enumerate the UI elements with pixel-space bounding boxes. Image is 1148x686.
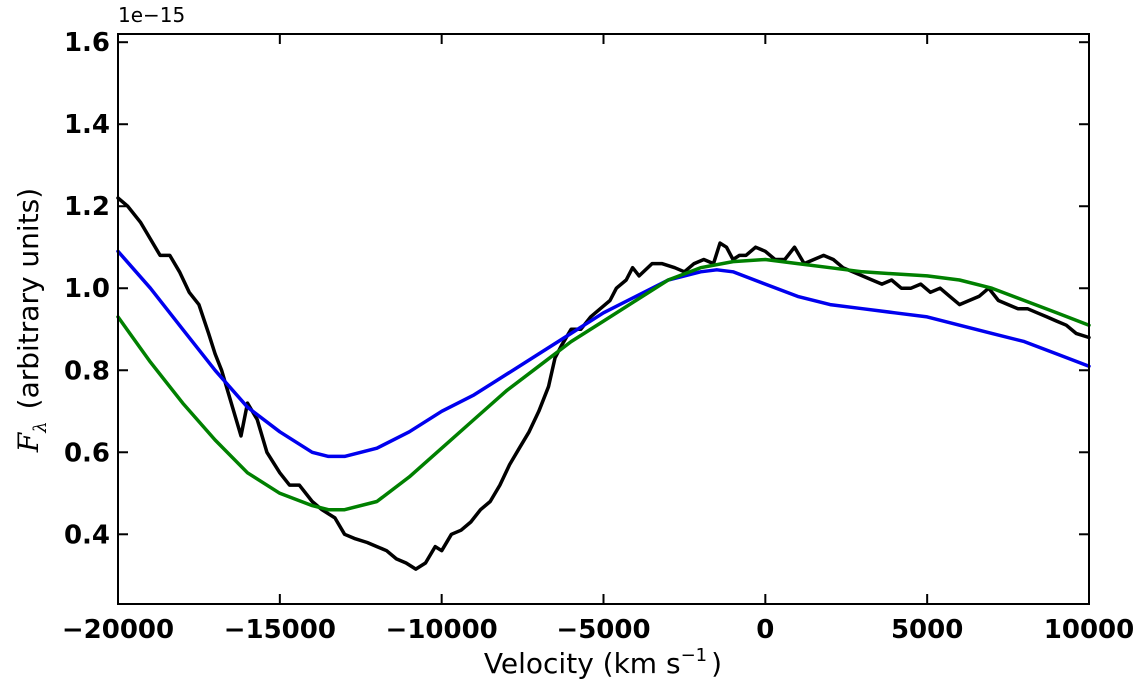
- series-line-1: [116, 196, 1091, 571]
- x-axis-label-close: ): [711, 647, 722, 680]
- y-axis-label-subscript: λ: [30, 421, 51, 433]
- y-axis-label-text: (arbitrary units): [12, 188, 45, 410]
- x-axis-label: Velocity (km s−1): [484, 645, 722, 680]
- x-axis-label-text: Velocity (km s: [484, 647, 681, 680]
- y-tick-label: 1.4: [64, 110, 110, 140]
- x-tick-label: −20000: [62, 615, 174, 645]
- series-line-2: [116, 249, 1091, 459]
- plot-frame: [117, 33, 1090, 605]
- y-tick-label: 0.8: [64, 356, 110, 386]
- y-tick-label: 1.2: [64, 192, 110, 222]
- x-tick-label: 10000: [1044, 615, 1134, 645]
- y-tick-label: 0.4: [64, 520, 110, 550]
- x-axis-label-exponent: −1: [681, 645, 708, 666]
- series-line-3: [116, 257, 1091, 512]
- y-tick-label: 1.0: [64, 274, 110, 304]
- y-axis-label: Fλ (arbitrary units): [12, 188, 51, 453]
- x-tick-label: 0: [756, 615, 774, 645]
- x-tick-label: −15000: [224, 615, 336, 645]
- x-tick-label: −10000: [386, 615, 498, 645]
- y-axis-label-symbol: F: [12, 431, 45, 453]
- x-tick-label: 5000: [891, 615, 963, 645]
- series-layer: [116, 196, 1091, 571]
- x-tick-label: −5000: [556, 615, 650, 645]
- y-tick-label: 1.6: [64, 28, 110, 58]
- y-tick-label: 0.6: [64, 438, 110, 468]
- y-offset-label: 1e−15: [118, 3, 185, 27]
- tick-layer: −20000 −15000 −10000 −5000 0 5000 10000 0.4 0.6 0…: [62, 28, 1134, 645]
